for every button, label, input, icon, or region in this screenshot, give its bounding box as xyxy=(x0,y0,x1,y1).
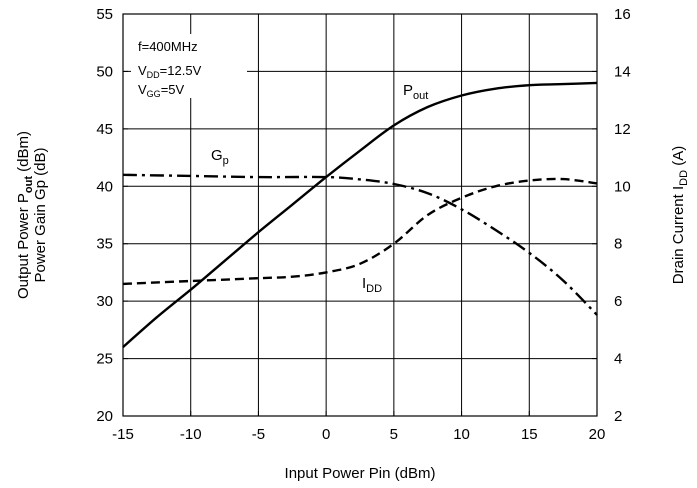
x-tick-label: 5 xyxy=(390,426,398,443)
y2-tick-label: 4 xyxy=(614,351,622,368)
x-tick-label: 10 xyxy=(453,426,470,443)
y-tick-label: 30 xyxy=(96,293,113,310)
pout-label-bg xyxy=(400,78,440,100)
series-label-gp: Gp xyxy=(211,147,229,167)
plot-frame xyxy=(122,13,598,417)
ticks-group: -15 -10 -5 0 5 10 15 20 20 25 30 35 40 45 50 55 2 4 6 8 10 12… xyxy=(96,6,630,443)
x-axis-title: Input Power Pin (dBm) xyxy=(285,465,436,482)
idd-label-bg xyxy=(357,272,393,294)
condition-vgg: VGG=5V xyxy=(138,82,185,99)
y-tick-label: 25 xyxy=(96,351,113,368)
condition-vdd: VDD=12.5V xyxy=(138,63,202,80)
series-line-pout xyxy=(122,81,598,348)
x-tick-label: 20 xyxy=(589,426,606,443)
series-label-idd: IDD xyxy=(362,275,382,295)
y2-tick-label: 12 xyxy=(614,121,631,138)
x-tick-label: -15 xyxy=(112,426,134,443)
y-tick-label: 55 xyxy=(96,6,113,23)
y-tick-label: 45 xyxy=(96,121,113,138)
y2-tick-label: 6 xyxy=(614,293,622,310)
conditions-box xyxy=(131,34,247,98)
y2-tick-label: 10 xyxy=(614,178,631,195)
x-tick-label: 15 xyxy=(521,426,538,443)
y2-tick-label: 2 xyxy=(614,408,622,425)
x-tick-label: -5 xyxy=(252,426,265,443)
y-axis-title-line2: Power Gain Gp (dB) xyxy=(32,147,49,282)
series-label-pout: Pout xyxy=(403,82,428,102)
series-group xyxy=(122,81,598,348)
y-tick-label: 40 xyxy=(96,178,113,195)
condition-frequency: f=400MHz xyxy=(138,39,198,54)
y2-tick-label: 8 xyxy=(614,236,622,253)
y2-tick-label: 14 xyxy=(614,63,631,80)
y-tick-label: 20 xyxy=(96,408,113,425)
series-line-gp xyxy=(122,173,598,316)
x-tick-label: 0 xyxy=(322,426,330,443)
y2-tick-label: 16 xyxy=(614,6,631,23)
y2-axis-title: Drain Current IDD (A) xyxy=(670,146,690,284)
y-tick-label: 50 xyxy=(96,63,113,80)
y-axis-title-line1: Output Power Pout (dBm) xyxy=(15,131,35,299)
y-tick-label: 35 xyxy=(96,236,113,253)
x-tick-label: -10 xyxy=(180,426,202,443)
series-line-idd xyxy=(122,177,598,286)
